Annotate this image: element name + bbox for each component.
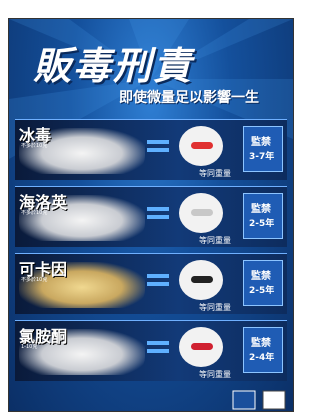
penalty-label: 監禁 [251,133,271,148]
penalty-term: 2-5年 [249,216,274,229]
equal-label: 等同重量 [199,235,231,246]
drug-note: 不多於10克 [21,209,47,216]
equals-sign [147,207,169,211]
object [191,142,213,149]
equals-sign [147,341,169,345]
drug-note: 不多於10克 [21,142,47,149]
penalty-label: 監禁 [251,267,271,282]
object [191,343,213,350]
logos [231,389,291,411]
equal-label: 等同重量 [199,168,231,179]
object [191,276,213,283]
equal-label: 等同重量 [199,302,231,313]
object [191,209,213,216]
top-margin [0,0,300,14]
equals-sign [147,140,169,144]
penalty-term: 2-5年 [249,283,274,296]
penalty-label: 監禁 [251,334,271,349]
drug-note: 1-10克 [21,343,37,350]
drug-note: 不多於10克 [21,276,47,283]
equal-label: 等同重量 [199,369,231,380]
title: 販毒刑責 [33,35,193,90]
penalty-label: 監禁 [251,200,271,215]
subtitle: 即使微量足以影響一生 [119,87,259,107]
penalty-term: 3-7年 [249,149,274,162]
penalty-term: 2-4年 [249,350,274,363]
equals-sign [147,274,169,278]
